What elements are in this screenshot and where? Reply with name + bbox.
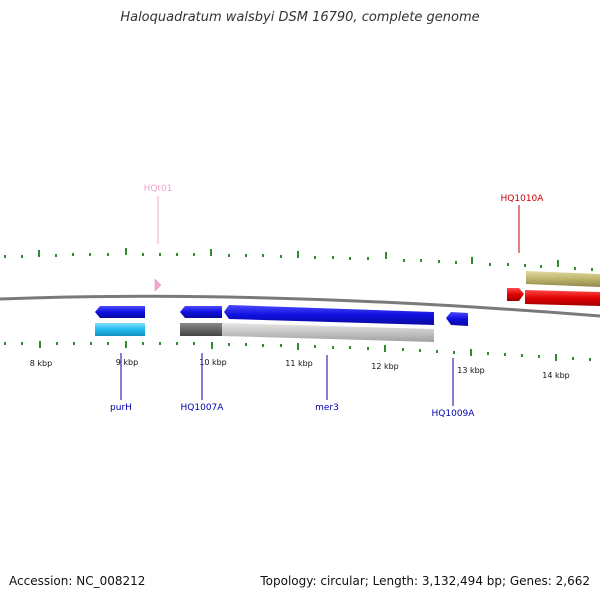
tick-label: 10 kbp [199,358,227,367]
gene-label-purh[interactable]: purH [110,403,132,413]
tick-label: 12 kbp [371,362,399,371]
tick-label: 9 kbp [116,358,138,367]
gene-label-mer3[interactable]: mer3 [315,403,339,413]
hq1010a-small-cds-feature[interactable] [507,288,524,301]
gene-label-hq1010a[interactable]: HQ1010A [501,194,545,204]
topology-label: Topology: circular; Length: 3,132,494 bp… [260,574,590,588]
hq1007a-gene-feature[interactable] [180,323,222,336]
tick-label: 13 kbp [457,366,485,375]
tick-label: 11 kbp [285,359,313,368]
hq1009a-cds-feature[interactable] [446,312,468,326]
gene-label-hq1009a[interactable]: HQ1009A [432,409,476,419]
trna-hqt01-feature[interactable] [154,278,162,292]
purh-cds-feature[interactable] [95,306,145,318]
gene-label-hq1007a[interactable]: HQ1007A [181,403,225,413]
accession-label: Accession: NC_008212 [9,574,146,588]
hq1010a-cds-feature[interactable] [525,290,600,306]
tick-marks-inner [4,341,591,361]
tick-label: 8 kbp [30,359,52,368]
hq1010a-gene-feature[interactable] [526,271,600,287]
tick-label: 14 kbp [542,371,570,380]
hq1007a-cds-feature[interactable] [180,306,222,318]
genome-backbone [0,294,600,318]
gene-label-hqt01[interactable]: HQt01 [144,184,173,194]
map-title: Haloquadratum walsbyi DSM 16790, complet… [120,10,480,25]
tick-marks-outer [4,248,593,271]
mer3-cds-feature[interactable] [224,305,434,325]
purh-gene-feature[interactable] [95,323,145,336]
mer3-gene-feature[interactable] [222,323,434,342]
